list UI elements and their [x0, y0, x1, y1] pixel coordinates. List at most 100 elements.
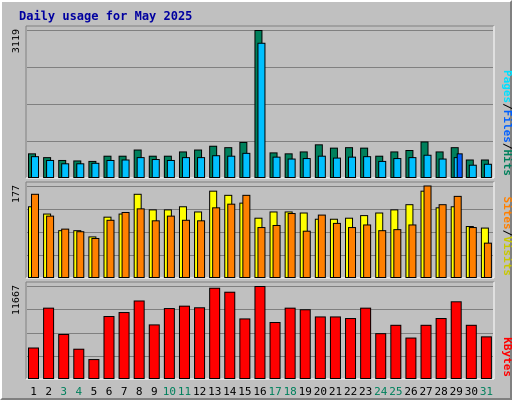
day-label-20: 20	[314, 385, 327, 398]
files-bar-26	[408, 157, 417, 178]
kbytes-bar-21	[329, 316, 341, 380]
kbytes-panel-max-label: 11667	[11, 285, 22, 315]
day-label-2: 2	[45, 385, 52, 398]
files-bar-2	[46, 159, 55, 179]
files-bar-12	[197, 157, 206, 178]
kbytes-bar-29	[450, 301, 462, 379]
day-label-14: 14	[223, 385, 237, 398]
files-bar-1	[31, 156, 39, 178]
day-label-21: 21	[329, 385, 342, 398]
files-bar-5	[91, 162, 100, 178]
kbytes-bar-20	[314, 316, 326, 380]
sites-bar-12	[197, 220, 206, 278]
files-bar-25	[393, 158, 402, 179]
day-label-6: 6	[106, 385, 113, 398]
files-bar-14	[227, 155, 236, 179]
sites-bar-7	[121, 211, 130, 278]
sites-bar-31	[483, 242, 492, 278]
sites-bar-18	[287, 213, 296, 278]
sites-bar-30	[468, 227, 477, 279]
chart-title: Daily usage for May 2025	[19, 9, 193, 23]
day-label-15: 15	[238, 385, 251, 398]
day-label-5: 5	[91, 385, 98, 398]
kbytes-bar-30	[465, 324, 477, 380]
sites-bar-8	[136, 208, 145, 278]
day-label-30: 30	[465, 385, 478, 398]
legend-kbytes: KBytes	[501, 337, 512, 377]
kbytes-bar-27	[420, 324, 432, 380]
sites-bar-19	[302, 230, 311, 278]
sites-bar-23	[363, 224, 372, 278]
day-label-8: 8	[136, 385, 143, 398]
legend-visits: Visits	[501, 236, 512, 276]
files-bar-8	[136, 157, 145, 178]
files-bar-13	[212, 155, 221, 178]
kbytes-bar-2	[43, 307, 55, 379]
visits-panel-max-label: 177	[11, 185, 22, 203]
sites-bar-14	[227, 203, 236, 278]
sites-bar-13	[212, 207, 221, 278]
kbytes-bar-1	[28, 347, 39, 380]
sites-bar-1	[31, 193, 39, 279]
day-label-25: 25	[389, 385, 402, 398]
sites-bar-11	[181, 219, 190, 278]
kbytes-bar-8	[133, 300, 145, 379]
sites-bar-27	[423, 185, 432, 278]
files-bar-30	[468, 164, 477, 178]
kbytes-bar-17	[269, 322, 281, 380]
day-label-28: 28	[435, 385, 448, 398]
kbytes-bar-25	[390, 324, 402, 380]
day-label-7: 7	[121, 385, 128, 398]
kbytes-bar-28	[435, 318, 447, 380]
sites-bar-26	[408, 224, 417, 278]
kbytes-bar-7	[118, 312, 130, 379]
legend-hits: Hits	[501, 150, 512, 177]
sites-bar-15	[242, 194, 251, 278]
visits-legend: Sites/Visits	[501, 197, 512, 277]
files-bar-3	[61, 163, 70, 179]
sites-bar-4	[76, 231, 85, 278]
sites-bar-25	[393, 229, 402, 278]
legend-pages: Pages	[501, 70, 512, 103]
kbytes-bar-3	[58, 333, 70, 379]
kbytes-bar-22	[345, 318, 357, 380]
sites-bar-3	[61, 228, 70, 279]
day-label-27: 27	[419, 385, 432, 398]
day-label-31: 31	[480, 385, 493, 398]
kbytes-bar-12	[194, 307, 206, 379]
sites-bar-5	[91, 237, 100, 278]
files-bar-19	[302, 158, 311, 179]
day-label-23: 23	[359, 385, 372, 398]
kbytes-bar-6	[103, 316, 115, 380]
legend-sites: Sites	[501, 197, 512, 230]
files-bar-24	[378, 160, 387, 178]
files-bar-31	[483, 163, 492, 178]
sites-bar-10	[166, 215, 175, 279]
day-label-4: 4	[76, 385, 83, 398]
sites-bar-22	[348, 227, 357, 279]
day-label-3: 3	[60, 385, 67, 398]
hits-legend: Pages/Files/Hits	[501, 70, 512, 176]
legend-separator: /	[501, 230, 512, 237]
files-bar-7	[121, 159, 130, 178]
day-label-29: 29	[450, 385, 463, 398]
day-label-19: 19	[299, 385, 312, 398]
legend-files: Files	[501, 110, 512, 143]
files-bar-11	[181, 157, 190, 178]
kbytes-bar-9	[148, 324, 160, 380]
sites-bar-28	[438, 204, 447, 278]
day-label-13: 13	[208, 385, 221, 398]
kbytes-bar-18	[284, 307, 296, 379]
kbytes-bar-16	[254, 286, 266, 379]
kbytes-bar-4	[73, 348, 85, 380]
files-bar-16	[257, 42, 266, 179]
day-label-11: 11	[178, 385, 191, 398]
sites-bar-24	[378, 230, 387, 278]
day-label-26: 26	[404, 385, 417, 398]
files-bar-15	[242, 152, 251, 178]
kbytes-bar-24	[375, 333, 387, 379]
sites-bar-2	[46, 215, 55, 279]
day-label-18: 18	[284, 385, 297, 398]
